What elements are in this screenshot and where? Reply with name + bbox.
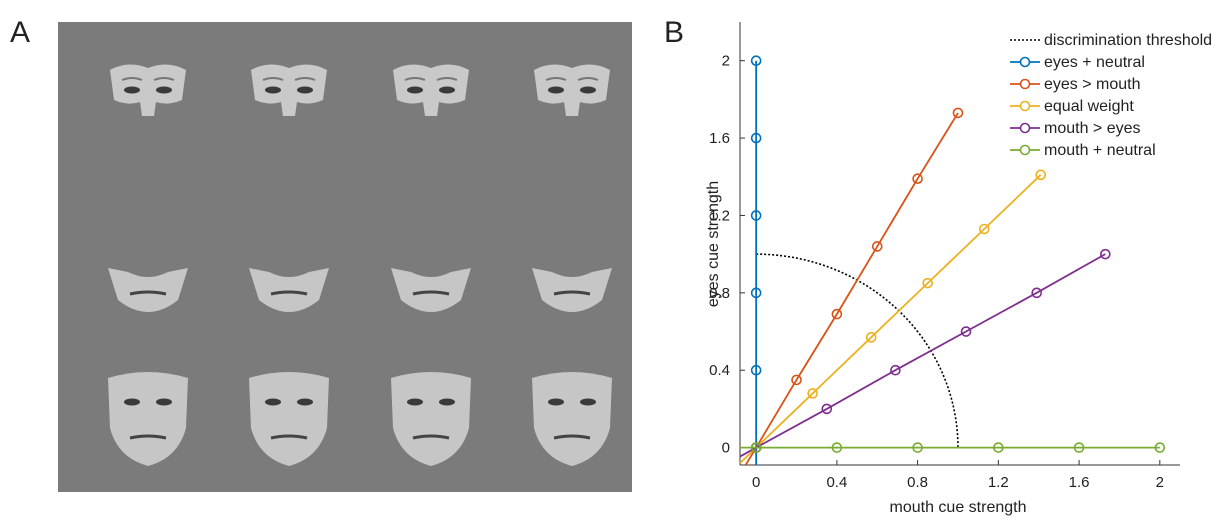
- x-tick-label: 2: [1156, 474, 1164, 491]
- legend-label: eyes > mouth: [1044, 76, 1141, 93]
- legend-label: mouth + neutral: [1044, 142, 1156, 159]
- marker: [871, 241, 883, 252]
- marker: [750, 210, 762, 221]
- stimulus-panel: [58, 22, 632, 492]
- marker: [912, 173, 923, 184]
- series-line: [755, 174, 1042, 449]
- marker: [1035, 169, 1047, 181]
- y-tick-label: 1.6: [709, 130, 730, 147]
- panel-label: B: [664, 16, 684, 49]
- marker: [978, 223, 990, 235]
- legend-label: mouth > eyes: [1044, 120, 1141, 137]
- marker: [1100, 248, 1111, 260]
- marker: [831, 442, 843, 453]
- x-tick-label: 0: [752, 474, 760, 491]
- x-tick-label: 0.8: [907, 474, 928, 491]
- line-extension: [739, 446, 757, 458]
- marker: [821, 403, 833, 415]
- marker: [960, 326, 972, 337]
- x-tick-label: 1.2: [988, 474, 1009, 491]
- legend-marker: [1019, 122, 1031, 134]
- marker: [750, 287, 762, 299]
- series-line: [755, 253, 1106, 449]
- y-tick-label: 0: [722, 440, 730, 457]
- marker: [807, 388, 818, 399]
- x-axis-label: mouth cue strength: [890, 499, 1027, 516]
- legend-label: discrimination threshold: [1044, 32, 1212, 49]
- legend-marker: [1019, 100, 1031, 112]
- marker: [1031, 287, 1042, 299]
- legend-marker: [1019, 56, 1031, 68]
- marker: [791, 374, 802, 386]
- y-axis-label: eyes cue strength: [705, 181, 722, 307]
- legend-marker: [1019, 144, 1031, 156]
- legend-marker: [1019, 78, 1031, 90]
- y-tick-label: 1.2: [709, 207, 730, 224]
- marker: [922, 277, 934, 289]
- marker: [1073, 442, 1085, 453]
- marker: [750, 55, 762, 66]
- marker: [1154, 442, 1166, 453]
- marker: [750, 442, 762, 453]
- legend-label: eyes + neutral: [1044, 54, 1145, 71]
- marker: [865, 332, 877, 343]
- legend-label: equal weight: [1044, 98, 1134, 115]
- panel-label: A: [10, 16, 30, 49]
- marker: [993, 442, 1004, 453]
- marker: [912, 442, 923, 453]
- marker: [750, 364, 762, 376]
- series-line: [755, 112, 959, 449]
- marker: [952, 107, 964, 119]
- x-tick-label: 0.4: [826, 474, 847, 491]
- line-extension: [739, 446, 757, 464]
- y-tick-label: 2: [722, 53, 730, 70]
- y-tick-label: 0.4: [709, 362, 730, 379]
- y-tick-label: 0.8: [709, 285, 730, 302]
- marker: [890, 364, 901, 376]
- marker: [750, 132, 762, 144]
- marker: [831, 308, 843, 320]
- x-tick-label: 1.6: [1069, 474, 1090, 491]
